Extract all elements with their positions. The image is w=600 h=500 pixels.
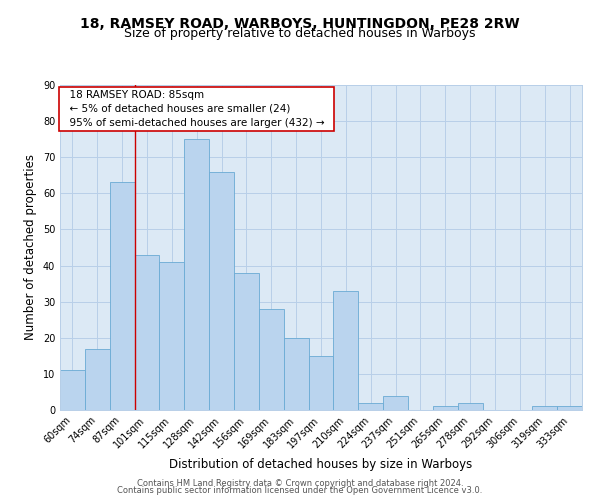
Bar bbox=[433, 406, 458, 410]
Bar bbox=[458, 403, 482, 410]
Y-axis label: Number of detached properties: Number of detached properties bbox=[24, 154, 37, 340]
Bar bbox=[209, 172, 234, 410]
Text: Size of property relative to detached houses in Warboys: Size of property relative to detached ho… bbox=[124, 28, 476, 40]
Bar bbox=[184, 139, 209, 410]
Bar bbox=[234, 273, 259, 410]
X-axis label: Distribution of detached houses by size in Warboys: Distribution of detached houses by size … bbox=[169, 458, 473, 471]
Text: 18, RAMSEY ROAD, WARBOYS, HUNTINGDON, PE28 2RW: 18, RAMSEY ROAD, WARBOYS, HUNTINGDON, PE… bbox=[80, 18, 520, 32]
Bar bbox=[383, 396, 408, 410]
Bar bbox=[85, 348, 110, 410]
Bar bbox=[358, 403, 383, 410]
Text: Contains HM Land Registry data © Crown copyright and database right 2024.: Contains HM Land Registry data © Crown c… bbox=[137, 478, 463, 488]
Bar bbox=[334, 291, 358, 410]
Text: 18 RAMSEY ROAD: 85sqm
  ← 5% of detached houses are smaller (24)
  95% of semi-d: 18 RAMSEY ROAD: 85sqm ← 5% of detached h… bbox=[62, 90, 331, 128]
Bar bbox=[284, 338, 308, 410]
Text: Contains public sector information licensed under the Open Government Licence v3: Contains public sector information licen… bbox=[118, 486, 482, 495]
Bar bbox=[134, 254, 160, 410]
Bar bbox=[160, 262, 184, 410]
Bar bbox=[557, 406, 582, 410]
Bar bbox=[532, 406, 557, 410]
Bar bbox=[259, 309, 284, 410]
Bar bbox=[110, 182, 134, 410]
Bar bbox=[308, 356, 334, 410]
Bar bbox=[60, 370, 85, 410]
